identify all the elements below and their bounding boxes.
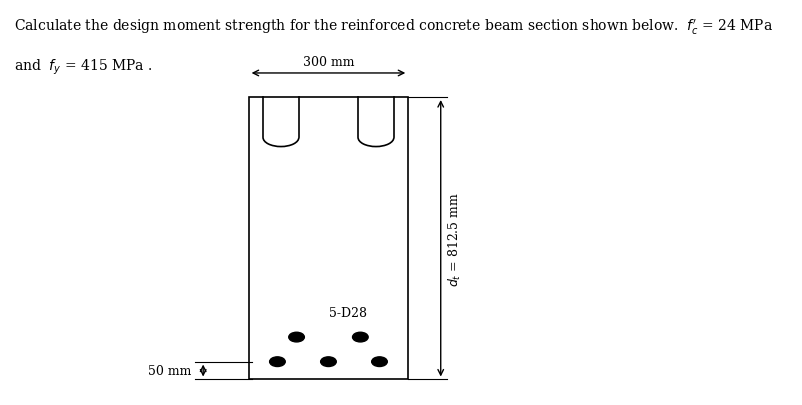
Circle shape (320, 357, 336, 367)
Text: Calculate the design moment strength for the reinforced concrete beam section sh: Calculate the design moment strength for… (14, 17, 772, 36)
Circle shape (352, 333, 367, 342)
Text: 300 mm: 300 mm (302, 56, 354, 69)
Text: and  $f_y$ = 415 MPa .: and $f_y$ = 415 MPa . (14, 58, 152, 77)
Text: $d_t$ = 812.5 mm: $d_t$ = 812.5 mm (447, 191, 463, 286)
Text: 50 mm: 50 mm (148, 364, 191, 377)
Circle shape (289, 333, 304, 342)
Bar (249, 98, 407, 379)
Circle shape (371, 357, 387, 367)
Text: 5-D28: 5-D28 (329, 306, 367, 319)
Circle shape (269, 357, 285, 367)
